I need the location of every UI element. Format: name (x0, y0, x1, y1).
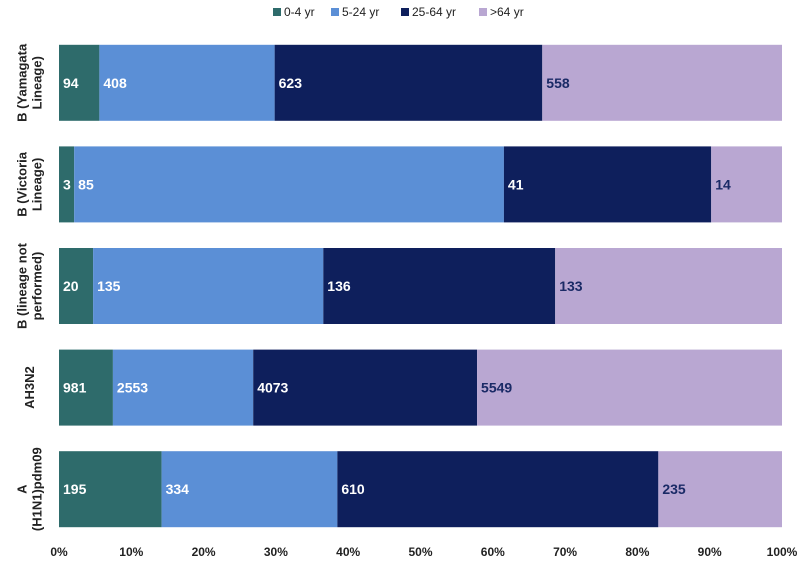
category-label: AH3N2 (22, 366, 37, 409)
category-label-line: Lineage) (30, 56, 45, 109)
category-label: B (Yamagata Lineage) (15, 43, 45, 122)
data-label: 133 (559, 278, 583, 294)
x-axis: 0% 10% 20% 30% 40% 50% 60% 70% 80% 90% 100% (50, 545, 797, 559)
data-label: 408 (103, 75, 127, 91)
data-label: 2553 (117, 380, 148, 396)
legend-swatch (479, 8, 487, 16)
category-label-line: B (lineage not (15, 242, 30, 329)
legend-swatch (273, 8, 281, 16)
legend-label: 25-64 yr (412, 5, 456, 19)
data-label: 5549 (481, 380, 512, 396)
category-label: A (H1N1)pdm09 (15, 447, 45, 531)
legend-item: 0-4 yr (273, 5, 315, 19)
x-tick-label: 10% (119, 545, 143, 559)
category-label-line: Lineage) (30, 158, 45, 211)
bar-segment (99, 44, 275, 121)
bar-segment (337, 451, 659, 528)
x-tick-label: 90% (698, 545, 722, 559)
category-label-line: AH3N2 (22, 366, 37, 409)
x-tick-label: 30% (264, 545, 288, 559)
x-tick-label: 60% (481, 545, 505, 559)
bar-segment (711, 146, 782, 223)
data-label: 3 (63, 176, 71, 192)
data-label: 235 (662, 481, 686, 497)
bar-segment (555, 248, 782, 324)
bar-segment (59, 451, 162, 528)
data-label: 195 (63, 481, 87, 497)
data-label: 14 (715, 176, 731, 192)
legend: 0-4 yr 5-24 yr 25-64 yr >64 yr (273, 5, 524, 19)
bar-segment (93, 248, 324, 324)
category-label-line: performed) (30, 252, 45, 321)
bar-segment (59, 44, 100, 121)
data-label: 558 (546, 75, 570, 91)
bar-segment (59, 349, 113, 426)
x-tick-label: 100% (767, 545, 798, 559)
x-tick-label: 70% (553, 545, 577, 559)
bar-segment (658, 451, 782, 528)
bar-segment (112, 349, 254, 426)
bar-segment (542, 44, 782, 121)
category-label-line: A (15, 484, 30, 494)
bar-segment (274, 44, 543, 121)
legend-label: 0-4 yr (284, 5, 315, 19)
data-label: 20 (63, 278, 79, 294)
data-label: 41 (508, 176, 524, 192)
data-label: 623 (279, 75, 303, 91)
legend-swatch (331, 8, 339, 16)
data-label: 610 (341, 481, 365, 497)
category-label-line: B (Yamagata (15, 43, 30, 122)
category-label: B (Victoria Lineage) (15, 151, 45, 217)
x-tick-label: 80% (625, 545, 649, 559)
category-label-line: B (Victoria (15, 151, 30, 217)
legend-item: 25-64 yr (401, 5, 456, 19)
data-label: 135 (97, 278, 121, 294)
bar-segment (161, 451, 338, 528)
legend-label: >64 yr (490, 5, 524, 19)
x-tick-label: 0% (50, 545, 68, 559)
data-label: 981 (63, 380, 87, 396)
legend-item: 5-24 yr (331, 5, 379, 19)
bar-segment (503, 146, 712, 223)
legend-label: 5-24 yr (342, 5, 379, 19)
category-labels: B (Yamagata Lineage)B (Victoria Lineage)B … (15, 43, 45, 531)
bar-segment (323, 248, 556, 324)
data-label: 136 (327, 278, 351, 294)
category-label-line: (H1N1)pdm09 (30, 447, 45, 531)
bar-segment (477, 349, 782, 426)
bar-segment (74, 146, 504, 223)
category-label: B (lineage not performed) (15, 242, 45, 329)
x-tick-label: 20% (192, 545, 216, 559)
bars: 94 408 623 558 3 85 41 14 20 135 136 133 981 2553 4073… (59, 44, 782, 528)
data-label: 334 (166, 481, 190, 497)
bar-segment (59, 146, 75, 223)
data-label: 85 (78, 176, 94, 192)
data-label: 94 (63, 75, 79, 91)
x-tick-label: 40% (336, 545, 360, 559)
data-label: 4073 (257, 380, 288, 396)
legend-swatch (401, 8, 409, 16)
bar-segment (253, 349, 478, 426)
x-tick-label: 50% (408, 545, 432, 559)
legend-item: >64 yr (479, 5, 524, 19)
bar-segment (59, 248, 94, 324)
